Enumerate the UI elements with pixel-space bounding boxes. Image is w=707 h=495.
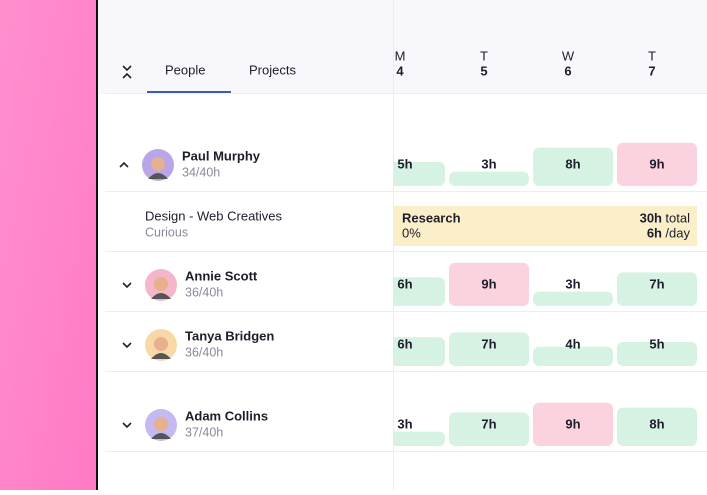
hours-bar — [617, 407, 697, 446]
hours-label: 5h — [397, 156, 412, 171]
hours-label: 6h — [397, 276, 412, 291]
day-date: 4 — [396, 63, 404, 78]
hours-bar — [449, 262, 529, 306]
task-name: Research — [402, 210, 461, 225]
avatar-face — [154, 277, 168, 291]
total-hours: 30h — [640, 210, 662, 225]
person-hours: 37/40h — [185, 425, 223, 439]
tab-underline — [147, 91, 231, 93]
row-toggle[interactable] — [122, 342, 132, 349]
hours-bar — [393, 162, 445, 186]
hours-bar — [449, 171, 529, 186]
day-letter: T — [480, 48, 488, 63]
person-hours: 36/40h — [185, 345, 223, 359]
hours-label: 7h — [481, 416, 496, 431]
hours-bar — [533, 346, 613, 366]
frame-edge — [96, 0, 98, 490]
hours-label: 8h — [649, 416, 664, 431]
day-letter: M — [395, 48, 406, 63]
person-name: Paul Murphy — [182, 148, 261, 163]
avatar-face — [154, 337, 168, 351]
row-toggle[interactable] — [119, 161, 129, 168]
hours-bar — [449, 332, 529, 366]
person-hours: 34/40h — [182, 165, 220, 179]
hours-bar — [393, 277, 445, 306]
day-date: 7 — [648, 63, 655, 78]
hours-bar — [533, 402, 613, 446]
person-hours: 36/40h — [185, 285, 223, 299]
hours-bar — [393, 431, 445, 446]
person-name: Tanya Bridgen — [185, 328, 274, 343]
hours-bar — [617, 142, 697, 186]
hours-bar — [533, 147, 613, 186]
per-day-hours: 6h — [647, 225, 662, 240]
hours-label: 9h — [649, 156, 664, 171]
task-progress: 0% — [402, 225, 421, 240]
hours-label: 5h — [649, 336, 664, 351]
day-date: 5 — [480, 63, 487, 78]
collapse-all[interactable] — [122, 65, 132, 79]
backdrop — [0, 0, 96, 490]
project-client: Curious — [145, 225, 188, 239]
row-toggle[interactable] — [122, 422, 132, 429]
total-unit: total — [665, 210, 690, 225]
avatar-face — [154, 417, 168, 431]
avatar-face — [151, 157, 165, 171]
hours-label: 9h — [565, 416, 580, 431]
hours-bar — [533, 291, 613, 306]
day-letter: W — [562, 48, 575, 63]
project-name: Design - Web Creatives — [145, 208, 283, 223]
avatar-body — [151, 433, 171, 439]
avatar-body — [148, 173, 168, 179]
hours-label: 7h — [481, 336, 496, 351]
hours-label: 8h — [565, 156, 580, 171]
hours-label: 9h — [481, 276, 496, 291]
hours-bar — [393, 337, 445, 366]
hours-label: 3h — [481, 156, 496, 171]
hours-label: 3h — [565, 276, 580, 291]
person-name: Adam Collins — [185, 408, 268, 423]
tab[interactable]: People — [165, 62, 205, 77]
day-letter: T — [648, 48, 656, 63]
hours-label: 3h — [397, 416, 412, 431]
header-bg — [98, 0, 707, 94]
hours-label: 4h — [565, 336, 580, 351]
day-date: 6 — [564, 63, 571, 78]
per-day-unit: /day — [665, 225, 690, 240]
avatar-body — [151, 293, 171, 299]
row-toggle[interactable] — [122, 282, 132, 289]
hours-bar — [617, 342, 697, 366]
assignment-bar — [393, 206, 697, 246]
hours-label: 6h — [397, 336, 412, 351]
hours-bar — [449, 412, 529, 446]
hours-bar — [617, 272, 697, 306]
person-name: Annie Scott — [185, 268, 258, 283]
timeline: 5h 3h 8h 9h 6h 9h 3h 7h 6h 7h 4h 5h 3h 7h 9h 8h — [393, 142, 697, 446]
avatar-body — [151, 353, 171, 359]
hours-label: 7h — [649, 276, 664, 291]
tab[interactable]: Projects — [249, 62, 296, 77]
